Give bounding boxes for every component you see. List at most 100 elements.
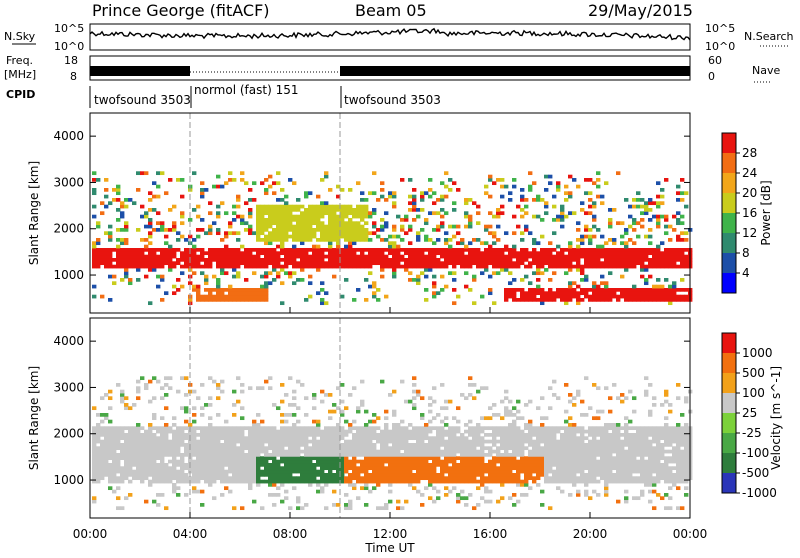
heatmap-cell xyxy=(144,456,148,460)
heatmap-cell xyxy=(340,456,344,460)
heatmap-cell xyxy=(108,420,112,424)
heatmap-cell xyxy=(140,255,144,259)
heatmap-cell xyxy=(552,433,556,437)
heatmap-cell xyxy=(400,426,404,430)
heatmap-cell xyxy=(168,450,172,454)
heatmap-cell xyxy=(660,261,664,265)
heatmap-cell xyxy=(528,443,532,447)
heatmap-cell xyxy=(512,446,516,450)
heatmap-cell xyxy=(320,201,324,205)
heatmap-cell xyxy=(676,211,680,215)
heatmap-cell xyxy=(468,426,472,430)
heatmap-cell xyxy=(400,265,404,269)
heatmap-cell xyxy=(272,251,276,255)
heatmap-cell xyxy=(508,413,512,417)
heatmap-cell xyxy=(92,255,96,259)
heatmap-cell xyxy=(136,380,140,384)
heatmap-cell xyxy=(192,390,196,394)
heatmap-cell xyxy=(244,295,248,299)
heatmap-cell xyxy=(368,426,372,430)
heatmap-cell xyxy=(120,506,124,510)
heatmap-cell xyxy=(268,248,272,252)
heatmap-cell xyxy=(132,403,136,407)
heatmap-cell xyxy=(448,480,452,484)
heatmap-cell xyxy=(220,265,224,269)
heatmap-cell xyxy=(320,453,324,457)
heatmap-cell xyxy=(448,238,452,242)
heatmap-cell xyxy=(236,433,240,437)
heatmap-cell xyxy=(220,470,224,474)
heatmap-cell xyxy=(252,248,256,252)
heatmap-cell xyxy=(212,255,216,259)
heatmap-cell xyxy=(492,403,496,407)
heatmap-cell xyxy=(200,258,204,262)
heatmap-cell xyxy=(240,450,244,454)
heatmap-cell xyxy=(428,483,432,487)
heatmap-cell xyxy=(480,265,484,269)
heatmap-cell xyxy=(220,390,224,394)
heatmap-cell xyxy=(332,251,336,255)
heatmap-cell xyxy=(552,480,556,484)
heatmap-cell xyxy=(312,393,316,397)
heatmap-cell xyxy=(548,248,552,252)
heatmap-cell xyxy=(604,261,608,265)
heatmap-cell xyxy=(492,430,496,434)
heatmap-cell xyxy=(372,291,376,295)
heatmap-cell xyxy=(176,440,180,444)
heatmap-cell xyxy=(204,436,208,440)
heatmap-cell xyxy=(512,295,516,299)
heatmap-cell xyxy=(136,446,140,450)
heatmap-cell xyxy=(396,215,400,219)
heatmap-cell xyxy=(492,436,496,440)
heatmap-cell xyxy=(228,433,232,437)
heatmap-cell xyxy=(612,248,616,252)
heatmap-cell xyxy=(152,446,156,450)
heatmap-cell xyxy=(332,215,336,219)
heatmap-cell xyxy=(604,446,608,450)
heatmap-cell xyxy=(216,298,220,302)
heatmap-cell xyxy=(420,413,424,417)
heatmap-cell xyxy=(156,493,160,497)
heatmap-cell xyxy=(120,265,124,269)
heatmap-cell xyxy=(352,476,356,480)
heatmap-cell xyxy=(332,443,336,447)
heatmap-cell xyxy=(564,466,568,470)
heatmap-cell xyxy=(580,241,584,245)
heatmap-cell xyxy=(560,211,564,215)
heatmap-cell xyxy=(564,215,568,219)
heatmap-cell xyxy=(384,265,388,269)
heatmap-cell xyxy=(628,225,632,229)
heatmap-cell xyxy=(656,440,660,444)
heatmap-cell xyxy=(236,456,240,460)
heatmap-cell xyxy=(116,191,120,195)
heatmap-cell xyxy=(312,466,316,470)
heatmap-cell xyxy=(468,493,472,497)
heatmap-cell xyxy=(192,443,196,447)
heatmap-cell xyxy=(400,466,404,470)
heatmap-cell xyxy=(424,423,428,427)
heatmap-cell xyxy=(136,426,140,430)
heatmap-cell xyxy=(296,470,300,474)
heatmap-cell xyxy=(620,393,624,397)
heatmap-cell xyxy=(564,295,568,299)
heatmap-cell xyxy=(152,261,156,265)
heatmap-cell xyxy=(476,450,480,454)
heatmap-cell xyxy=(156,265,160,269)
heatmap-cell xyxy=(512,278,516,282)
heatmap-cell xyxy=(312,430,316,434)
heatmap-cell xyxy=(288,225,292,229)
heatmap-cell xyxy=(656,221,660,225)
heatmap-cell xyxy=(412,486,416,490)
heatmap-cell xyxy=(256,446,260,450)
heatmap-cell xyxy=(664,178,668,182)
heatmap-cell xyxy=(520,493,524,497)
heatmap-cell xyxy=(268,231,272,235)
heatmap-cell xyxy=(224,265,228,269)
heatmap-cell xyxy=(640,430,644,434)
heatmap-cell xyxy=(184,238,188,242)
heatmap-cell xyxy=(620,476,624,480)
heatmap-cell xyxy=(320,298,324,302)
heatmap-cell xyxy=(388,466,392,470)
heatmap-cell xyxy=(520,248,524,252)
heatmap-cell xyxy=(248,456,252,460)
